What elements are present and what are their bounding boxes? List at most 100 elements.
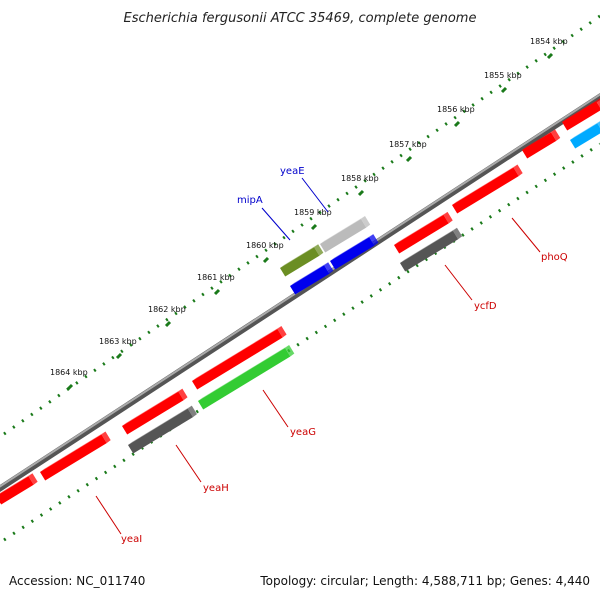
gene-block-end [178, 388, 188, 401]
gene-block-blue [330, 234, 379, 270]
gene-block-top [192, 326, 282, 381]
gene-block-end [369, 234, 379, 246]
gene-block-top [400, 227, 457, 263]
gene-block-face [394, 214, 449, 254]
gene-label-yeae: yeaE [280, 166, 305, 177]
gene-block-top [562, 98, 600, 122]
tick-label: 1859 kbp [294, 208, 332, 217]
tick-label: 1862 kbp [148, 305, 186, 314]
gene-block-face [570, 123, 600, 149]
gene-block-end [513, 164, 523, 177]
gene-label-yeai: yeaI [121, 534, 142, 545]
major-tick [115, 352, 123, 360]
leader-line [444, 264, 473, 301]
gene-block-top [128, 405, 192, 445]
leader-line [301, 177, 329, 213]
gene-block-end [360, 216, 371, 228]
inner-tick-track [3, 142, 600, 542]
gene-block-face [192, 329, 283, 390]
gene-block-red [394, 211, 453, 254]
accession-text: Accession: NC_011740 [9, 574, 146, 588]
gene-block-ycfd [400, 227, 463, 272]
major-tick [546, 52, 554, 60]
gene-block-blue [290, 262, 334, 295]
tick-label: 1861 kbp [197, 273, 235, 282]
gene-block-end [28, 473, 38, 485]
gene-block-cyan [570, 121, 600, 149]
kbp-tick-labels: 1854 kbp 1855 kbp 1856 kbp 1857 kbp 1858 kbp… [50, 37, 568, 377]
major-tick [213, 288, 221, 296]
gene-block-face [562, 101, 600, 131]
gene-block-face [0, 476, 34, 505]
gene-block-end [597, 121, 600, 128]
major-tick [262, 256, 270, 264]
gene-block-top [570, 121, 600, 140]
tick-label: 1855 kbp [484, 71, 522, 80]
gene-block-top [40, 431, 106, 472]
tick-label: 1864 kbp [50, 368, 88, 377]
gene-labels: yeaI yeaH yeaG ycfD phoQ mipA yeaE [121, 166, 568, 545]
gene-block-face [280, 247, 320, 277]
gene-block-red [192, 326, 287, 390]
kbp-ticks [66, 52, 554, 391]
tick-label: 1860 kbp [246, 241, 284, 250]
gene-block-top [122, 388, 183, 426]
leader-line [511, 217, 541, 253]
gene-block-face [40, 434, 107, 481]
gene-block-face [128, 408, 193, 454]
tick-label: 1857 kbp [389, 140, 427, 149]
gene-block-face [452, 167, 519, 214]
major-tick [310, 223, 318, 231]
gene-label-phoq: phoQ [541, 252, 568, 263]
major-tick [357, 189, 365, 197]
label-leader-lines [95, 177, 541, 535]
tick-label: 1854 kbp [530, 37, 568, 46]
tick-label: 1863 kbp [99, 337, 137, 346]
genome-backbone [0, 92, 600, 493]
gene-block-end [277, 326, 287, 338]
gene-block-end [324, 262, 334, 274]
gene-block-top [0, 473, 33, 494]
major-tick [500, 86, 508, 94]
gene-block-face [522, 132, 557, 159]
leader-line [95, 495, 122, 535]
gene-block-yeah [128, 405, 197, 454]
gene-block-red [40, 431, 111, 481]
gene-block-red [0, 473, 38, 505]
major-tick [453, 120, 461, 128]
gene-block-face [290, 265, 330, 295]
gene-block-yeag [198, 344, 295, 410]
tick-label: 1856 kbp [437, 105, 475, 114]
gene-block-end [187, 405, 197, 418]
gene-label-ycfd: ycfD [474, 301, 497, 312]
major-tick [405, 155, 413, 163]
leader-line [175, 444, 202, 483]
gene-block-top [280, 244, 319, 268]
gene-block-top [290, 262, 329, 286]
gene-label-yeag: yeaG [290, 427, 316, 438]
gene-block-top [198, 344, 290, 401]
genome-summary-text: Topology: circular; Length: 4,588,711 bp… [260, 574, 590, 588]
gene-label-mipa: mipA [237, 195, 263, 206]
gene-block-face [320, 219, 367, 253]
gene-block-top [330, 234, 374, 261]
outer-tick-track [3, 14, 600, 436]
gene-block-red [522, 129, 561, 159]
gene-block-face [330, 237, 375, 270]
gene-block-end [452, 227, 463, 240]
gene-block-top [452, 164, 518, 205]
gene-block-face [400, 230, 459, 272]
gene-block-mipa [280, 244, 324, 277]
gene-block-end [551, 129, 561, 141]
leader-line [262, 389, 289, 428]
gene-block-end [285, 344, 295, 357]
gene-block-red [562, 98, 600, 131]
map-title: Escherichia fergusonii ATCC 35469, compl… [124, 11, 477, 26]
gene-block-top [522, 129, 556, 150]
major-tick [164, 320, 172, 328]
gene-block-red [452, 164, 523, 214]
major-tick [66, 383, 74, 391]
gene-block-end [314, 244, 324, 256]
